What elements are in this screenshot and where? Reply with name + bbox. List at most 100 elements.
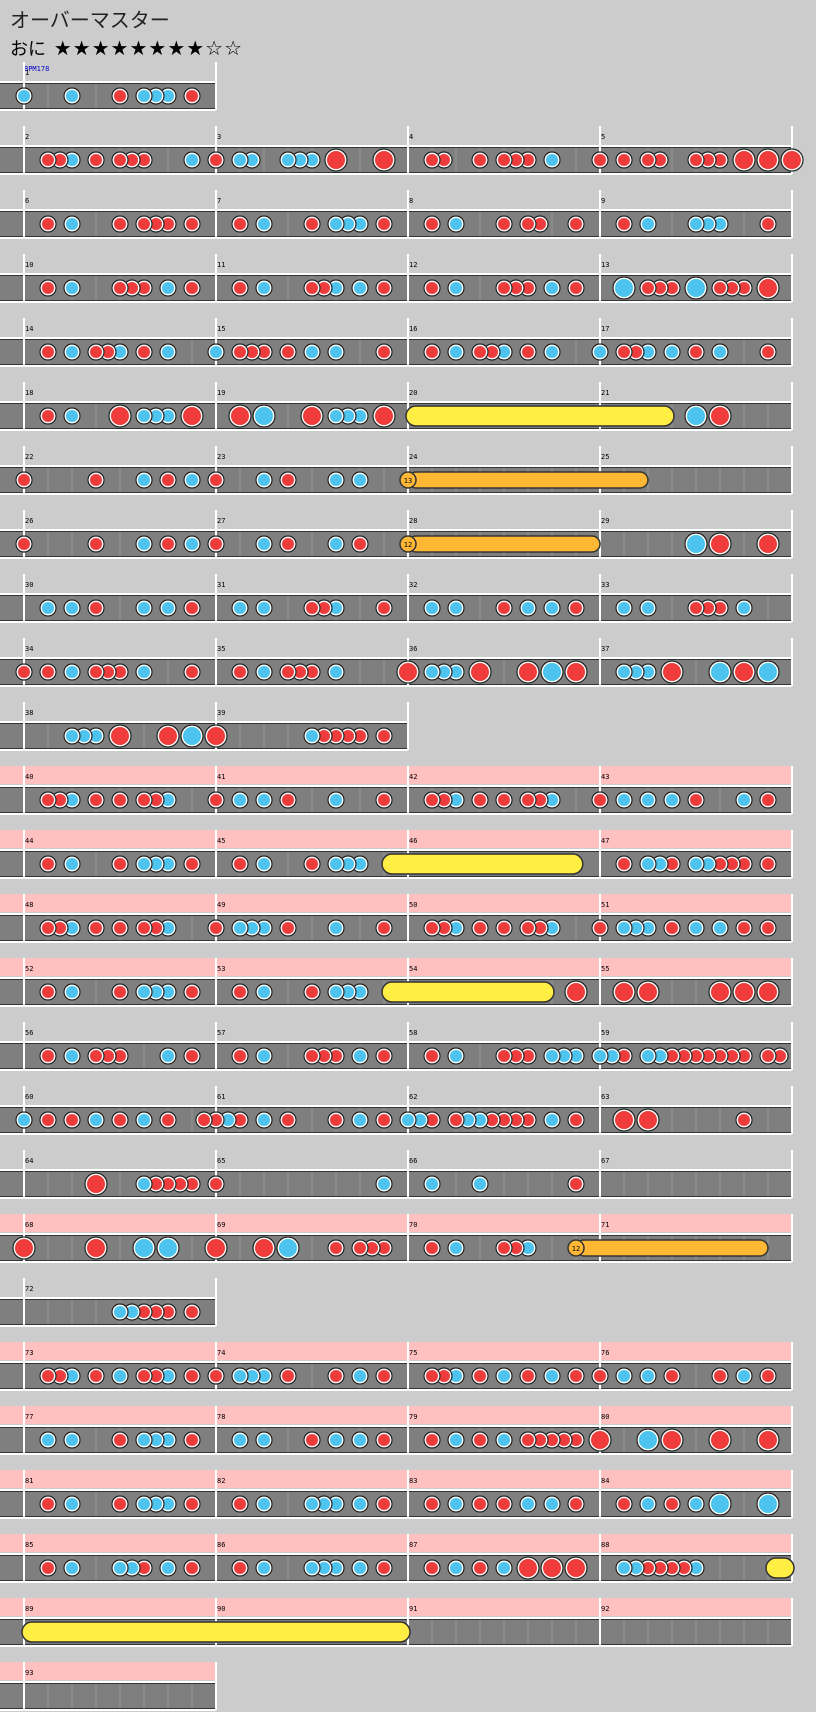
- big-ka-note: [159, 1239, 177, 1257]
- don-note: [210, 1178, 222, 1190]
- measure-number: 67: [601, 1157, 609, 1165]
- measure-number: 92: [601, 1605, 609, 1613]
- ka-note: [162, 90, 174, 102]
- ka-note: [138, 1114, 150, 1126]
- don-note: [282, 1114, 294, 1126]
- ka-note: [78, 730, 90, 742]
- ka-note: [318, 1498, 330, 1510]
- don-note: [306, 602, 318, 614]
- big-don-note: [111, 407, 129, 425]
- big-don-note: [255, 1239, 273, 1257]
- big-don-note: [567, 1559, 585, 1577]
- don-note: [114, 922, 126, 934]
- ka-note: [66, 410, 78, 422]
- big-don-note: [783, 151, 801, 169]
- don-note: [186, 218, 198, 230]
- measure-number: 60: [25, 1093, 33, 1101]
- don-note: [498, 154, 510, 166]
- don-note: [570, 1178, 582, 1190]
- don-note: [126, 154, 138, 166]
- measure-number: 88: [601, 1541, 609, 1549]
- don-note: [594, 922, 606, 934]
- don-note: [126, 282, 138, 294]
- don-note: [426, 922, 438, 934]
- ka-note: [642, 666, 654, 678]
- measure-number: 81: [25, 1477, 33, 1485]
- don-note: [42, 922, 54, 934]
- don-note: [474, 1370, 486, 1382]
- don-note: [42, 666, 54, 678]
- ka-note: [162, 922, 174, 934]
- don-note: [522, 794, 534, 806]
- measure-number: 24: [409, 453, 417, 461]
- ka-note: [462, 1114, 474, 1126]
- ka-note: [546, 1498, 558, 1510]
- ka-note: [330, 410, 342, 422]
- don-note: [18, 538, 30, 550]
- ka-note: [138, 410, 150, 422]
- don-note: [426, 218, 438, 230]
- don-note: [426, 1050, 438, 1062]
- don-note: [114, 1434, 126, 1446]
- don-note: [318, 730, 330, 742]
- lane: [0, 84, 216, 108]
- don-note: [522, 218, 534, 230]
- ka-note: [66, 1562, 78, 1574]
- big-ka-note: [183, 727, 201, 745]
- don-note: [534, 1434, 546, 1446]
- ka-note: [330, 1434, 342, 1446]
- don-note: [90, 922, 102, 934]
- big-don-note: [759, 535, 777, 553]
- ka-note: [138, 666, 150, 678]
- measure-number: 28: [409, 517, 417, 525]
- don-note: [522, 1114, 534, 1126]
- big-ka-note: [711, 1495, 729, 1513]
- don-note: [534, 218, 546, 230]
- don-note: [510, 282, 522, 294]
- measure-number: 11: [217, 261, 225, 269]
- don-note: [174, 1178, 186, 1190]
- measure-number: 33: [601, 581, 609, 589]
- measure-number: 72: [25, 1285, 33, 1293]
- ka-note: [630, 922, 642, 934]
- ka-note: [126, 1562, 138, 1574]
- big-don-note: [87, 1239, 105, 1257]
- ka-note: [498, 1434, 510, 1446]
- don-note: [450, 1114, 462, 1126]
- don-note: [66, 1114, 78, 1126]
- don-note: [114, 154, 126, 166]
- ka-note: [150, 410, 162, 422]
- don-note: [90, 1050, 102, 1062]
- don-note: [738, 1050, 750, 1062]
- don-note: [114, 666, 126, 678]
- measure-number: 68: [25, 1221, 33, 1229]
- ka-note: [498, 346, 510, 358]
- ka-note: [258, 986, 270, 998]
- don-note: [306, 1434, 318, 1446]
- don-note: [714, 282, 726, 294]
- ka-note: [114, 1562, 126, 1574]
- measure-number: 69: [217, 1221, 225, 1229]
- don-note: [354, 538, 366, 550]
- measure-number: 1: [25, 69, 29, 77]
- don-note: [42, 794, 54, 806]
- don-note: [54, 154, 66, 166]
- don-note: [114, 1498, 126, 1510]
- ka-note: [234, 1370, 246, 1382]
- big-ka-note: [639, 1431, 657, 1449]
- don-note: [762, 1370, 774, 1382]
- don-note: [666, 282, 678, 294]
- don-note: [426, 1242, 438, 1254]
- don-note: [114, 858, 126, 870]
- ka-note: [138, 602, 150, 614]
- don-note: [246, 346, 258, 358]
- measure-number: 55: [601, 965, 609, 973]
- ka-note: [354, 1434, 366, 1446]
- measure-number: 79: [409, 1413, 417, 1421]
- gogo-band: [0, 1406, 792, 1424]
- ka-note: [186, 538, 198, 550]
- don-note: [426, 154, 438, 166]
- measure-number: 77: [25, 1413, 33, 1421]
- don-note: [534, 922, 546, 934]
- big-don-note: [759, 983, 777, 1001]
